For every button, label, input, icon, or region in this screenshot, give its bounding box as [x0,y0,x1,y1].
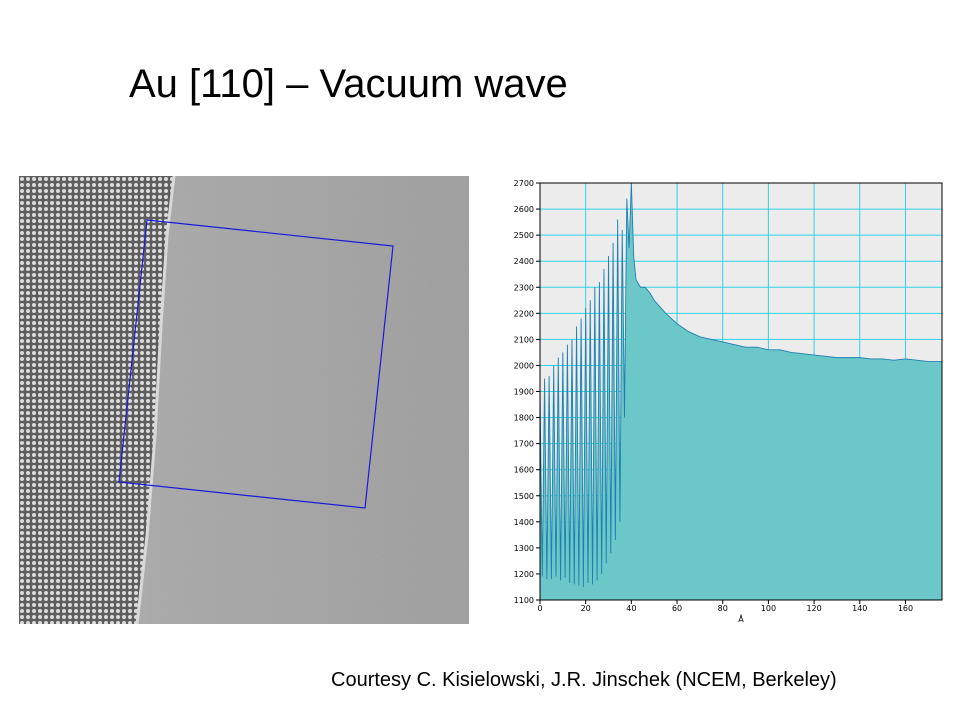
y-tick-label: 1500 [514,492,534,501]
y-tick-label: 1400 [514,518,534,527]
x-tick-label: 160 [898,604,913,613]
roi-box [118,219,394,509]
x-tick-label: 40 [626,604,636,613]
y-tick-label: 2400 [514,257,534,266]
y-tick-label: 2700 [514,179,534,188]
x-tick-label: 0 [537,604,542,613]
x-tick-label: 60 [672,604,682,613]
y-tick-label: 1800 [514,414,534,423]
y-tick-label: 1100 [514,596,534,605]
x-tick-label: 140 [852,604,867,613]
x-tick-label: 120 [806,604,821,613]
y-tick-label: 2100 [514,335,534,344]
y-tick-label: 1900 [514,388,534,397]
y-tick-label: 2200 [514,309,534,318]
y-tick-label: 1700 [514,440,534,449]
x-tick-label: 20 [581,604,591,613]
series-line [539,182,942,587]
y-tick-label: 1600 [514,466,534,475]
x-tick-label: 80 [718,604,728,613]
y-tick-label: 1300 [514,544,534,553]
line-profile-chart: 0 20 40 60 80 100 120 140 160 1100 1200 1300 1400 150… [514,179,943,624]
tem-lattice-image [19,176,469,624]
credit-text: Courtesy C. Kisielowski, J.R. Jinschek (… [331,669,837,691]
x-axis-label: Å [738,613,744,624]
y-tick-label: 2600 [514,205,534,214]
y-tick-label: 1200 [514,570,534,579]
y-tick-label: 2500 [514,231,534,240]
slide-title: Au [110] – Vacuum wave [129,62,568,106]
y-tick-label: 2300 [514,283,534,292]
y-tick-label: 2000 [514,361,534,370]
x-tick-label: 100 [761,604,776,613]
